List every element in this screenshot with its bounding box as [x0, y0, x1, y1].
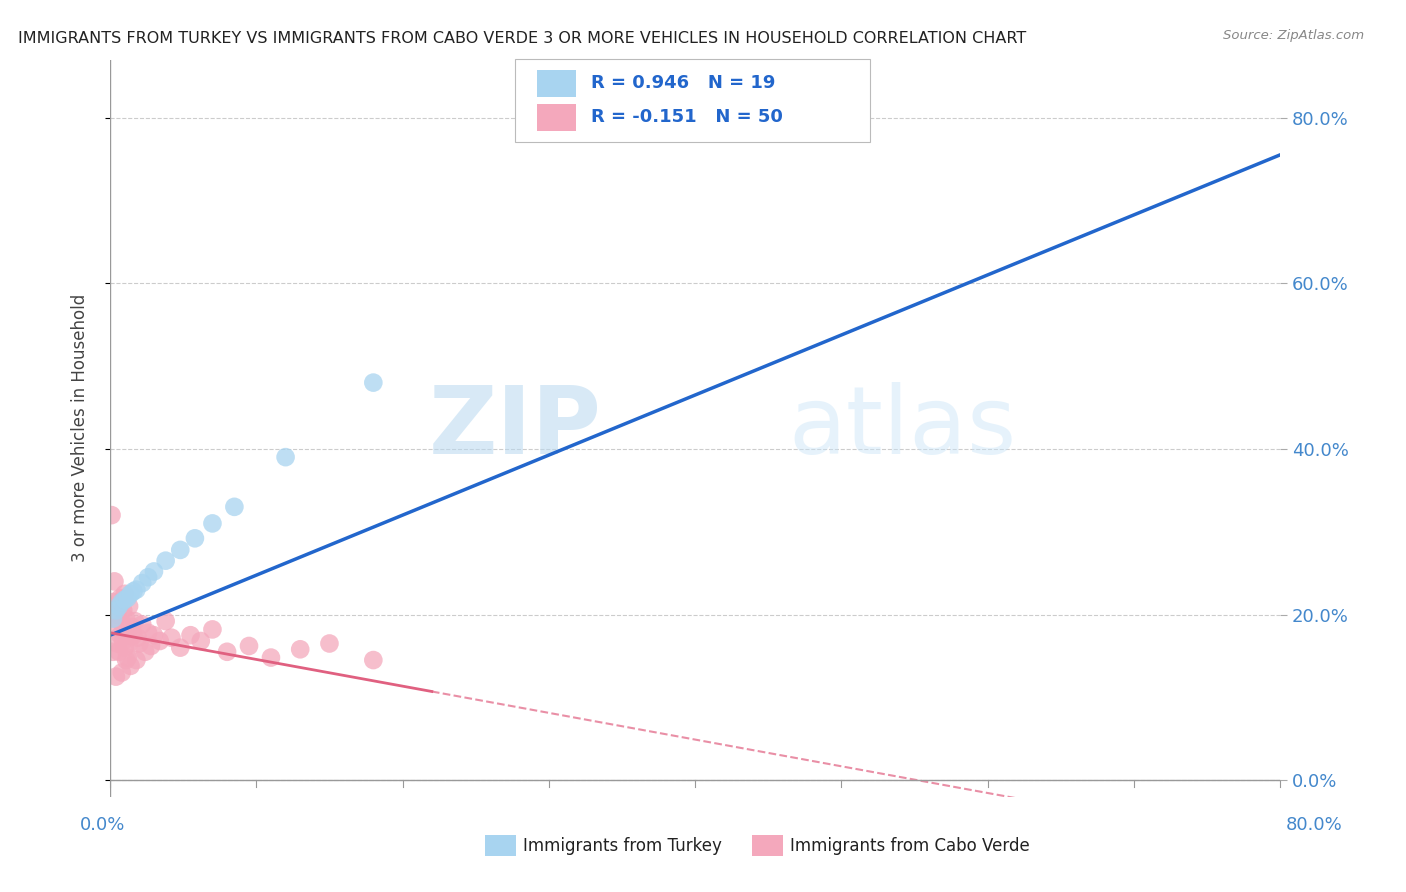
Text: ZIP: ZIP: [429, 382, 602, 475]
Point: [127, 631, 149, 645]
Point: [110, 628, 132, 642]
Point: [184, 531, 207, 545]
Point: [108, 599, 131, 614]
Point: [134, 645, 156, 659]
Point: [363, 376, 385, 390]
Point: [160, 631, 183, 645]
Point: [122, 628, 145, 642]
Point: [111, 615, 134, 630]
Point: [117, 650, 139, 665]
Point: [131, 576, 153, 591]
Point: [190, 634, 212, 648]
Point: [118, 636, 141, 650]
Point: [108, 599, 131, 614]
Point: [104, 603, 127, 617]
Point: [128, 636, 150, 650]
Point: [217, 645, 239, 659]
Point: [318, 636, 340, 650]
Point: [120, 658, 142, 673]
Point: [139, 639, 162, 653]
Point: [100, 508, 122, 522]
Text: Immigrants from Turkey: Immigrants from Turkey: [523, 837, 721, 855]
Point: [155, 614, 177, 628]
Point: [101, 612, 124, 626]
Point: [118, 599, 141, 614]
Point: [122, 584, 145, 599]
Point: [111, 595, 134, 609]
Point: [114, 587, 136, 601]
Point: [103, 620, 125, 634]
Point: [101, 595, 124, 609]
Point: [117, 591, 139, 605]
Text: R = 0.946   N = 19: R = 0.946 N = 19: [591, 74, 775, 92]
Text: 80.0%: 80.0%: [1286, 816, 1343, 834]
Point: [260, 650, 283, 665]
Text: 0.0%: 0.0%: [80, 816, 125, 834]
Point: [110, 591, 132, 605]
Point: [136, 570, 159, 584]
Point: [180, 628, 202, 642]
Point: [169, 640, 191, 655]
Point: [114, 640, 136, 655]
Point: [142, 565, 165, 579]
Text: IMMIGRANTS FROM TURKEY VS IMMIGRANTS FROM CABO VERDE 3 OR MORE VEHICLES IN HOUSE: IMMIGRANTS FROM TURKEY VS IMMIGRANTS FRO…: [18, 31, 1026, 46]
Point: [115, 653, 138, 667]
Point: [111, 665, 134, 680]
Point: [290, 642, 312, 657]
Point: [274, 450, 297, 464]
Point: [115, 612, 138, 626]
Point: [105, 636, 128, 650]
Text: Source: ZipAtlas.com: Source: ZipAtlas.com: [1223, 29, 1364, 42]
Point: [101, 645, 124, 659]
Point: [155, 554, 177, 568]
Point: [149, 634, 172, 648]
Point: [125, 582, 148, 597]
Point: [124, 614, 146, 628]
Point: [105, 607, 128, 622]
Text: Immigrants from Cabo Verde: Immigrants from Cabo Verde: [790, 837, 1031, 855]
Point: [108, 645, 131, 659]
Point: [136, 625, 159, 640]
Point: [142, 628, 165, 642]
Point: [169, 542, 191, 557]
Point: [363, 653, 385, 667]
Point: [121, 620, 143, 634]
Point: [238, 639, 260, 653]
Point: [120, 587, 142, 601]
Point: [201, 623, 224, 637]
Text: atlas: atlas: [789, 382, 1017, 475]
Point: [224, 500, 246, 514]
Point: [112, 634, 135, 648]
Point: [104, 612, 127, 626]
Point: [131, 617, 153, 632]
Point: [112, 603, 135, 617]
Point: [103, 574, 125, 589]
Point: [104, 670, 127, 684]
Point: [201, 516, 224, 531]
Point: [117, 628, 139, 642]
Point: [114, 592, 136, 607]
Point: [125, 653, 148, 667]
Y-axis label: 3 or more Vehicles in Household: 3 or more Vehicles in Household: [72, 294, 89, 562]
Text: R = -0.151   N = 50: R = -0.151 N = 50: [591, 108, 782, 127]
